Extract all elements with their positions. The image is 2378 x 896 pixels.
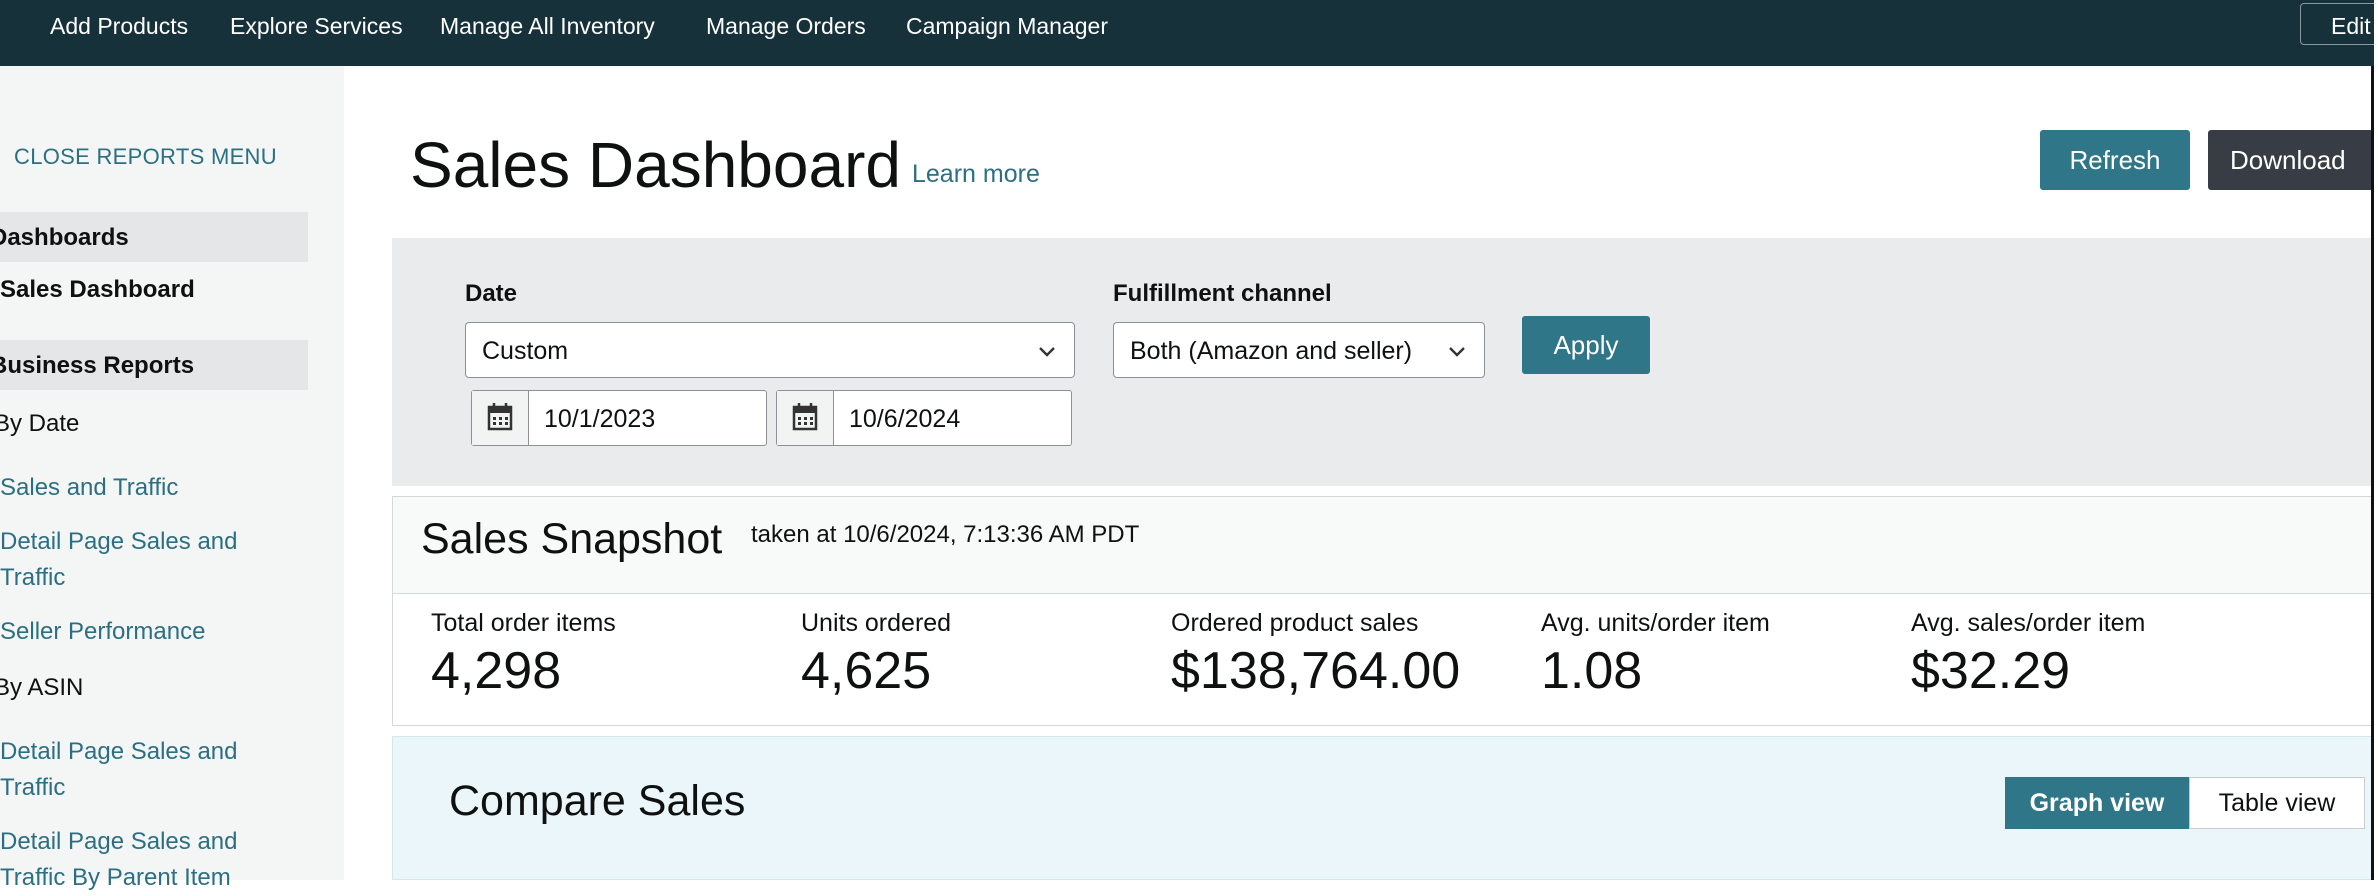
date-label: Date: [465, 280, 518, 307]
metric-value-units-ordered: 4,625: [801, 642, 932, 700]
metric-label-ordered-product-sales: Ordered product sales: [1171, 609, 1419, 637]
metric-label-avg-units-order-item: Avg. units/order item: [1541, 609, 1770, 637]
nav-manage-all-inventory[interactable]: Manage All Inventory: [440, 13, 655, 39]
nav-explore-services[interactable]: Explore Services: [230, 13, 403, 39]
chevron-down-icon: [1038, 338, 1056, 364]
metric-value-total-order-items: 4,298: [431, 642, 562, 700]
sidebar-item-detail-page-sales-traffic-line1[interactable]: Detail Page Sales and: [0, 528, 238, 555]
snapshot-title: Sales Snapshot: [421, 515, 723, 563]
fulfillment-channel-select[interactable]: Both (Amazon and seller): [1113, 322, 1485, 378]
metric-label-avg-sales-order-item: Avg. sales/order item: [1911, 609, 2146, 637]
end-date-field[interactable]: 10/6/2024: [776, 390, 1072, 446]
calendar-icon[interactable]: [777, 391, 834, 445]
edit-button[interactable]: Edit: [2300, 3, 2378, 45]
sidebar-item-parent-item-line2[interactable]: Traffic By Parent Item: [0, 864, 231, 891]
sidebar-item-sales-dashboard[interactable]: Sales Dashboard: [0, 276, 195, 303]
sidebar-section-label: Dashboards: [0, 224, 129, 251]
calendar-icon[interactable]: [472, 391, 529, 445]
sidebar-section-label: Business Reports: [0, 352, 195, 379]
snapshot-header: Sales Snapshot taken at 10/6/2024, 7:13:…: [393, 497, 2373, 594]
fulfillment-channel-value: Both (Amazon and seller): [1130, 337, 1413, 365]
sidebar-item-sales-and-traffic[interactable]: Sales and Traffic: [0, 474, 179, 501]
chevron-down-icon: [1448, 338, 1466, 364]
table-view-toggle[interactable]: Table view: [2189, 777, 2365, 829]
sales-snapshot-panel: Sales Snapshot taken at 10/6/2024, 7:13:…: [392, 496, 2374, 726]
window-edge-margin: [2374, 0, 2378, 880]
window-edge-divider: [2371, 66, 2374, 880]
start-date-field[interactable]: 10/1/2023: [471, 390, 767, 446]
compare-sales-panel: Compare Sales Graph view Table view: [392, 736, 2374, 880]
nav-manage-orders[interactable]: Manage Orders: [706, 13, 866, 39]
nav-campaign-manager[interactable]: Campaign Manager: [906, 13, 1109, 39]
metric-label-total-order-items: Total order items: [431, 609, 616, 637]
sidebar-section-business-reports: Business Reports: [0, 340, 308, 390]
metric-value-ordered-product-sales: $138,764.00: [1171, 642, 1461, 700]
learn-more-link[interactable]: Learn more: [912, 160, 1040, 188]
snapshot-timestamp: taken at 10/6/2024, 7:13:36 AM PDT: [751, 521, 1140, 548]
apply-button[interactable]: Apply: [1522, 316, 1650, 374]
sidebar-group-by-asin: By ASIN: [0, 674, 84, 701]
top-navigation-bar: Add Products Explore Services Manage All…: [0, 0, 2378, 66]
sidebar-item-seller-performance[interactable]: Seller Performance: [0, 618, 206, 645]
date-range-select[interactable]: Custom: [465, 322, 1075, 378]
close-reports-menu-link[interactable]: CLOSE REPORTS MENU: [14, 144, 277, 169]
page-title: Sales Dashboard: [410, 129, 901, 201]
refresh-button[interactable]: Refresh: [2040, 130, 2190, 190]
fulfillment-channel-label: Fulfillment channel: [1113, 280, 1332, 307]
graph-view-toggle[interactable]: Graph view: [2005, 777, 2189, 829]
sidebar-item-detail-page-sales-traffic-line2[interactable]: Traffic: [0, 564, 66, 591]
reports-sidebar: CLOSE REPORTS MENU Dashboards Sales Dash…: [0, 66, 344, 891]
sidebar-section-dashboards: Dashboards: [0, 212, 308, 262]
sidebar-item-parent-item-line1[interactable]: Detail Page Sales and: [0, 828, 238, 855]
sidebar-item-asin-detail-page-line1[interactable]: Detail Page Sales and: [0, 738, 238, 765]
date-range-value: Custom: [482, 337, 569, 365]
metric-label-units-ordered: Units ordered: [801, 609, 952, 637]
metric-value-avg-units-order-item: 1.08: [1541, 642, 1643, 700]
metric-value-avg-sales-order-item: $32.29: [1911, 642, 2071, 700]
nav-add-products[interactable]: Add Products: [50, 13, 189, 39]
sidebar-item-asin-detail-page-line2[interactable]: Traffic: [0, 774, 66, 801]
start-date-value: 10/1/2023: [544, 405, 656, 433]
compare-sales-title: Compare Sales: [449, 777, 746, 825]
sidebar-group-by-date: By Date: [0, 410, 80, 437]
download-button[interactable]: Download: [2208, 130, 2372, 190]
end-date-value: 10/6/2024: [849, 405, 961, 433]
